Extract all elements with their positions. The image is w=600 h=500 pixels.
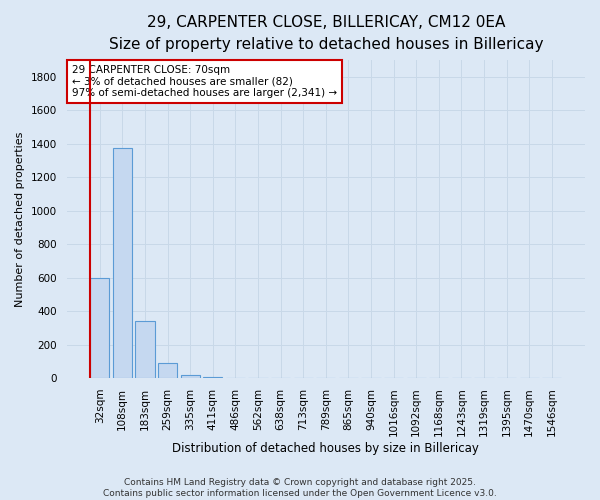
Bar [113,148,132,378]
Bar [158,363,177,378]
Bar [90,278,109,378]
Bar [181,376,200,378]
Bar [136,321,155,378]
X-axis label: Distribution of detached houses by size in Billericay: Distribution of detached houses by size … [172,442,479,455]
Title: 29, CARPENTER CLOSE, BILLERICAY, CM12 0EA
Size of property relative to detached : 29, CARPENTER CLOSE, BILLERICAY, CM12 0E… [109,15,543,52]
Y-axis label: Number of detached properties: Number of detached properties [15,132,25,307]
Text: Contains HM Land Registry data © Crown copyright and database right 2025.
Contai: Contains HM Land Registry data © Crown c… [103,478,497,498]
Text: 29 CARPENTER CLOSE: 70sqm
← 3% of detached houses are smaller (82)
97% of semi-d: 29 CARPENTER CLOSE: 70sqm ← 3% of detach… [72,65,337,98]
